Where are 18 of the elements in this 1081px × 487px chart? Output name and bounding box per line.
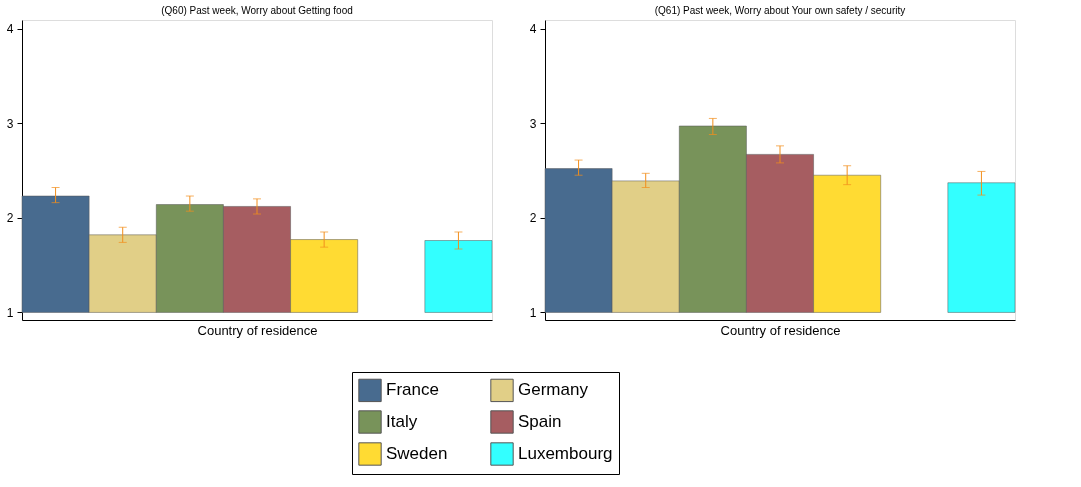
y-tick-label: 1 <box>6 305 14 320</box>
legend-label: Luxembourg <box>518 444 613 463</box>
y-tick-label: 2 <box>6 211 14 226</box>
y-tick-label: 3 <box>529 116 537 131</box>
y-tick-label: 4 <box>6 22 14 37</box>
x-axis-title: Country of residence <box>197 322 318 338</box>
legend-label: Sweden <box>386 444 448 463</box>
y-tick-label: 2 <box>529 211 537 226</box>
y-tick-label: 3 <box>6 116 14 131</box>
legend-label: Italy <box>386 412 418 431</box>
chart-title: (Q60) Past week, Worry about Getting food <box>161 5 353 16</box>
legend-label: Germany <box>518 380 589 400</box>
y-tick-label: 4 <box>529 22 537 37</box>
y-tick-label: 1 <box>529 305 537 320</box>
legend-label: France <box>386 380 439 400</box>
x-axis-title: Country of residence <box>720 322 841 338</box>
legend-label: Spain <box>518 412 562 431</box>
chart-title: (Q61) Past week, Worry about Your own safety / security <box>654 5 906 16</box>
